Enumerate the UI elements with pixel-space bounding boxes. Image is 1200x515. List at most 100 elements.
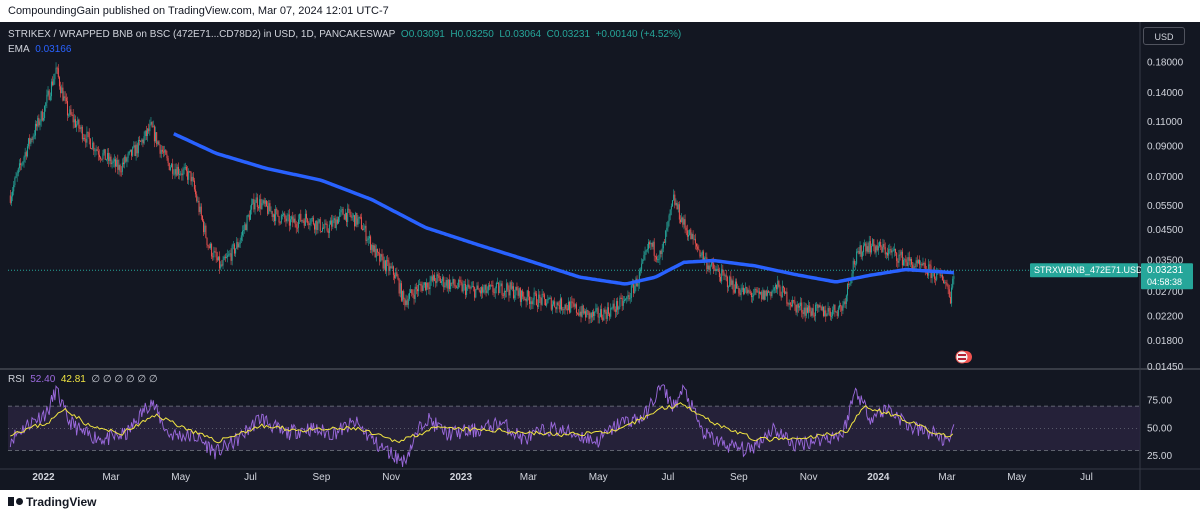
- candle-body: [100, 157, 102, 159]
- candle-body: [721, 269, 723, 282]
- candle-body: [561, 298, 563, 310]
- candle-body: [485, 284, 487, 293]
- candle-body: [897, 260, 899, 263]
- price-tick-label: 0.14000: [1147, 88, 1184, 99]
- candle-body: [333, 218, 335, 220]
- candle-body: [127, 153, 129, 159]
- candle-body: [581, 305, 583, 317]
- candle-body: [431, 276, 433, 281]
- candle-body: [312, 217, 314, 225]
- candle-body: [405, 300, 407, 306]
- candle-body: [704, 258, 706, 261]
- chart-area[interactable]: 0.18000 0.14000 0.11000 0.09000 0.07000 0.055…: [0, 22, 1200, 490]
- candle-body: [316, 220, 318, 230]
- candle-body: [812, 308, 814, 316]
- candle-body: [336, 219, 338, 224]
- candle-body: [795, 304, 797, 313]
- candle-body: [869, 241, 871, 253]
- price-tick-label: 0.11000: [1147, 117, 1183, 128]
- candle-body: [460, 281, 462, 283]
- candle-body: [497, 282, 499, 284]
- candle-body: [931, 271, 933, 278]
- candle-body: [533, 292, 535, 300]
- low-label: L: [499, 29, 505, 40]
- candle-body: [566, 308, 568, 311]
- candle-body: [46, 94, 48, 103]
- candle-body: [415, 286, 417, 290]
- candle-body: [22, 161, 24, 165]
- candle-body: [223, 256, 225, 261]
- candle-body: [658, 258, 660, 260]
- candle-body: [832, 309, 834, 316]
- candle-body: [39, 121, 41, 126]
- candle-body: [252, 199, 254, 204]
- candle-body: [125, 156, 127, 162]
- currency-button[interactable]: USD: [1143, 27, 1185, 45]
- candle-body: [356, 213, 358, 225]
- rsi-label[interactable]: RSI: [8, 374, 25, 385]
- candle-body: [349, 209, 351, 215]
- price-tick-label: 0.01450: [1147, 362, 1184, 373]
- candle-body: [844, 301, 846, 304]
- candle-body: [686, 230, 688, 237]
- candle-body: [623, 299, 625, 301]
- candle-body: [64, 96, 66, 98]
- candle-body: [245, 224, 247, 231]
- candle-body: [69, 109, 71, 115]
- candle-body: [111, 162, 113, 165]
- candle-body: [13, 185, 15, 192]
- candle-body: [903, 259, 905, 266]
- candle-body: [152, 126, 154, 128]
- candle-body: [44, 105, 46, 118]
- events-flag-icon[interactable]: [955, 350, 972, 364]
- candle-body: [56, 67, 58, 69]
- candle-body: [141, 139, 143, 142]
- candle-body: [789, 302, 791, 305]
- symbol-title[interactable]: STRIKEX / WRAPPED BNB on BSC (472E71...C…: [8, 29, 396, 40]
- candle-body: [367, 238, 369, 240]
- candle-body: [287, 214, 289, 216]
- rsi-ma-line[interactable]: [10, 402, 954, 444]
- rsi-line[interactable]: [9, 384, 955, 468]
- candle-body: [673, 194, 675, 201]
- candle-body: [9, 195, 11, 203]
- candle-body: [614, 309, 616, 312]
- candle-body: [539, 294, 541, 298]
- candle-body: [52, 81, 54, 85]
- time-tick-label: Jul: [662, 472, 675, 483]
- candle-body: [756, 289, 758, 293]
- candle-body: [208, 246, 210, 248]
- candle-body: [470, 286, 472, 289]
- candle-body: [96, 149, 98, 151]
- candle-body: [534, 292, 536, 294]
- chart-canvas[interactable]: 0.18000 0.14000 0.11000 0.09000 0.07000 0.055…: [0, 22, 1200, 490]
- tradingview-logo[interactable]: TradingView: [8, 495, 96, 509]
- candle-body: [663, 241, 665, 243]
- candle-body: [213, 251, 215, 258]
- candle-body: [571, 301, 573, 303]
- candle-body: [774, 284, 776, 288]
- candle-body: [142, 139, 144, 144]
- price-tag-countdown: 04:58:38: [1147, 277, 1182, 287]
- candle-body: [215, 251, 217, 258]
- time-tick-label: May: [589, 472, 608, 483]
- ema-label[interactable]: EMA: [8, 44, 30, 55]
- candle-body: [169, 167, 171, 171]
- candle-body: [140, 140, 142, 142]
- candle-body: [753, 294, 755, 297]
- candle-body: [733, 289, 735, 293]
- candle-body: [318, 219, 320, 222]
- candle-body: [390, 266, 392, 268]
- candle-body: [732, 280, 734, 290]
- candle-body: [797, 304, 799, 308]
- candle-body: [588, 311, 590, 319]
- ema-line[interactable]: [173, 132, 955, 286]
- candle-body: [952, 278, 954, 288]
- candle-body: [350, 214, 352, 218]
- candle-body: [766, 291, 768, 296]
- candle-body: [131, 149, 133, 156]
- candle-body: [160, 149, 162, 154]
- candle-body: [678, 204, 680, 220]
- candle-body: [546, 303, 548, 306]
